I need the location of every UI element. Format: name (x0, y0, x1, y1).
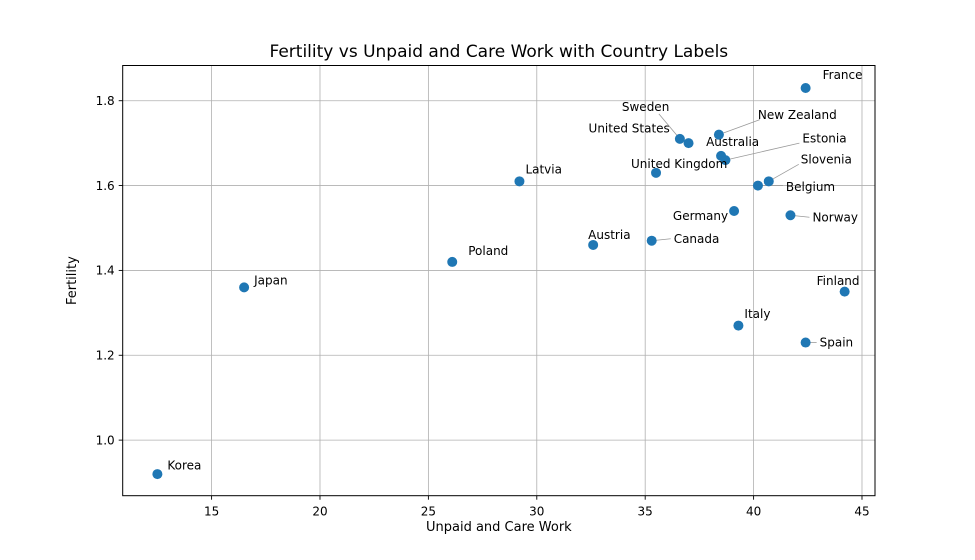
data-point-germany (729, 206, 740, 217)
x-tick-label: 45 (854, 505, 869, 519)
data-point-sweden (674, 133, 685, 144)
x-tick-label: 30 (529, 505, 544, 519)
data-point-spain (800, 337, 811, 348)
country-label-spain: Spain (820, 336, 854, 350)
x-tick-label: 40 (746, 505, 761, 519)
data-point-slovenia (763, 176, 774, 187)
country-label-united-kingdom: United Kingdom (631, 157, 727, 171)
x-axis-label: Unpaid and Care Work (426, 520, 572, 535)
y-tick-label: 1.6 (96, 179, 115, 193)
x-tick-label: 15 (204, 505, 219, 519)
country-label-italy: Italy (744, 307, 770, 321)
leader-line-sweden (658, 113, 681, 140)
data-point-belgium (752, 180, 763, 191)
country-label-australia: Australia (706, 135, 759, 149)
country-label-germany: Germany (673, 209, 728, 223)
x-tick-label: 25 (421, 505, 436, 519)
country-label-estonia: Estonia (802, 131, 846, 145)
country-label-japan: Japan (253, 274, 287, 288)
country-label-belgium: Belgium (786, 180, 835, 194)
data-point-latvia (514, 176, 525, 187)
data-point-korea (152, 469, 163, 480)
leader-line-new-zealand (718, 119, 761, 136)
y-tick-label: 1.0 (96, 433, 115, 447)
y-tick-label: 1.4 (96, 264, 115, 278)
plot-border (122, 65, 876, 497)
data-point-estonia (720, 155, 731, 166)
data-point-norway (785, 210, 796, 221)
leader-line-slovenia (768, 163, 799, 182)
y-tick-label: 1.8 (96, 94, 115, 108)
data-point-france (800, 82, 811, 93)
data-point-canada (646, 235, 657, 246)
leader-line-estonia (725, 142, 800, 161)
y-tick-label: 1.2 (96, 348, 115, 362)
country-label-latvia: Latvia (525, 163, 562, 177)
chart-title: Fertility vs Unpaid and Care Work with C… (270, 42, 729, 62)
data-point-new-zealand (713, 129, 724, 140)
data-point-united-states (683, 138, 694, 149)
data-point-finland (839, 286, 850, 297)
x-tick-label: 35 (638, 505, 653, 519)
data-point-united-kingdom (651, 167, 662, 178)
country-label-austria: Austria (588, 228, 630, 242)
country-label-united-states: United States (589, 121, 670, 135)
country-label-slovenia: Slovenia (801, 153, 852, 167)
country-label-sweden: Sweden (622, 100, 669, 114)
data-point-italy (733, 320, 744, 331)
x-tick-label: 20 (312, 505, 327, 519)
country-label-korea: Korea (167, 458, 201, 472)
data-point-austria (588, 239, 599, 250)
country-label-norway: Norway (812, 210, 858, 224)
data-point-japan (239, 282, 250, 293)
country-label-france: France (823, 68, 863, 82)
country-label-finland: Finland (817, 274, 860, 288)
y-axis-label: Fertility (65, 256, 80, 305)
data-point-poland (447, 256, 458, 267)
country-label-canada: Canada (674, 232, 720, 246)
country-label-poland: Poland (468, 244, 508, 258)
country-label-new-zealand: New Zealand (758, 108, 837, 122)
